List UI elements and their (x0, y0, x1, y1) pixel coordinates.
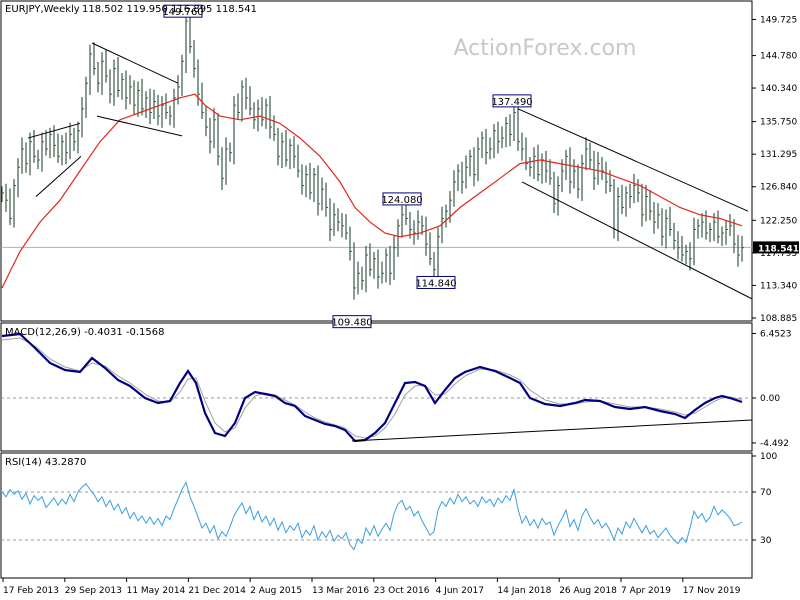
price-axis-tick-label: 122.250 (760, 216, 797, 226)
price-annotation-box (332, 315, 372, 329)
price-axis-tick-label: 140.340 (760, 84, 797, 94)
x-axis-tick-label: 2 Aug 2015 (250, 586, 302, 596)
current-price-tag (753, 241, 799, 254)
x-axis-tick-label: 23 Oct 2016 (374, 586, 430, 596)
x-axis-tick-label: 26 Aug 2018 (559, 586, 617, 596)
price-annotation-label: 137.490 (491, 97, 532, 108)
price-axis-tick-label: 135.750 (760, 118, 797, 128)
rsi-axis-tick-label: 100 (760, 452, 777, 462)
price-annotation-label: 114.840 (415, 278, 456, 289)
rsi-axis-tick-label: 30 (760, 536, 772, 546)
x-axis-tick-label: 11 May 2014 (127, 586, 186, 596)
price-annotation-box (492, 94, 532, 108)
trendline-falling-channel-bottom (521, 181, 753, 300)
x-axis-tick-label: 13 Mar 2016 (312, 586, 369, 596)
x-axis-tick-label: 17 Feb 2013 (3, 586, 59, 596)
x-axis-tick-label: 7 Apr 2019 (621, 586, 671, 596)
macd-axis-tick-label: -4.492 (760, 439, 789, 449)
rsi-panel (1, 481, 752, 551)
trendline-lower-rising-channel (35, 155, 82, 197)
rsi-panel-frame (0, 452, 753, 579)
macd-axis-tick-label: 0.00 (760, 394, 780, 404)
price-axis-tick-label: 144.780 (760, 52, 797, 62)
x-axis-tick-label: 17 Nov 2019 (683, 586, 741, 596)
macd-axis-tick-label: 6.4523 (760, 329, 792, 339)
price-annotation-box (382, 192, 422, 206)
rsi-label: RSI(14) 43.2870 (5, 457, 86, 468)
price-annotation-label: 149.760 (162, 7, 203, 18)
macd-panel (1, 332, 753, 443)
x-axis-tick-label: 4 Jun 2017 (436, 586, 484, 596)
price-panel: 149.760 137.490 124.080 114.840 109.480 (1, 4, 753, 329)
price-annotation-box (416, 275, 456, 289)
moving-average-line (1, 93, 743, 289)
price-annotation-label: 109.480 (331, 318, 372, 329)
x-axis-tick-label: 29 Sep 2013 (65, 586, 122, 596)
price-annotation-box (163, 4, 203, 18)
current-price-tag-label: 118.541 (758, 244, 799, 254)
macd-label: MACD(12,26,9) -0.4031 -0.1568 (5, 327, 165, 338)
axes: 149.725 144.780 140.340 135.750 131.295 126.8… (2, 15, 799, 596)
price-panel-frame (0, 0, 753, 322)
x-axis-tick-label: 21 Dec 2014 (188, 586, 246, 596)
trendline-upper-rising-channel (27, 122, 81, 139)
price-axis-tick-label: 131.295 (760, 150, 797, 160)
rsi-line (1, 481, 743, 551)
price-annotation-label: 124.080 (381, 195, 422, 206)
price-axis-tick-label: 117.795 (760, 249, 797, 259)
macd-signal-line (1, 337, 743, 439)
rsi-axis-tick-label: 70 (760, 488, 772, 498)
x-axis-tick-label: 14 Jan 2018 (497, 586, 551, 596)
price-axis-tick-label: 126.840 (760, 183, 797, 193)
trendline-falling-channel-top (517, 108, 749, 212)
macd-trendline (351, 419, 753, 442)
trendline-flag-top (91, 42, 179, 84)
trendline-flag-bottom (96, 115, 183, 137)
watermark: ActionForex.com (454, 36, 637, 61)
instrument-label: EURJPY,Weekly (5, 4, 80, 15)
price-axis-tick-label: 149.725 (760, 15, 797, 25)
price-axis-tick-label: 113.340 (760, 281, 797, 291)
macd-panel-frame (0, 322, 753, 452)
price-axis-tick-label: 108.885 (760, 314, 797, 324)
ohlc-label: 118.502 119.950 116.895 118.541 (82, 4, 257, 15)
